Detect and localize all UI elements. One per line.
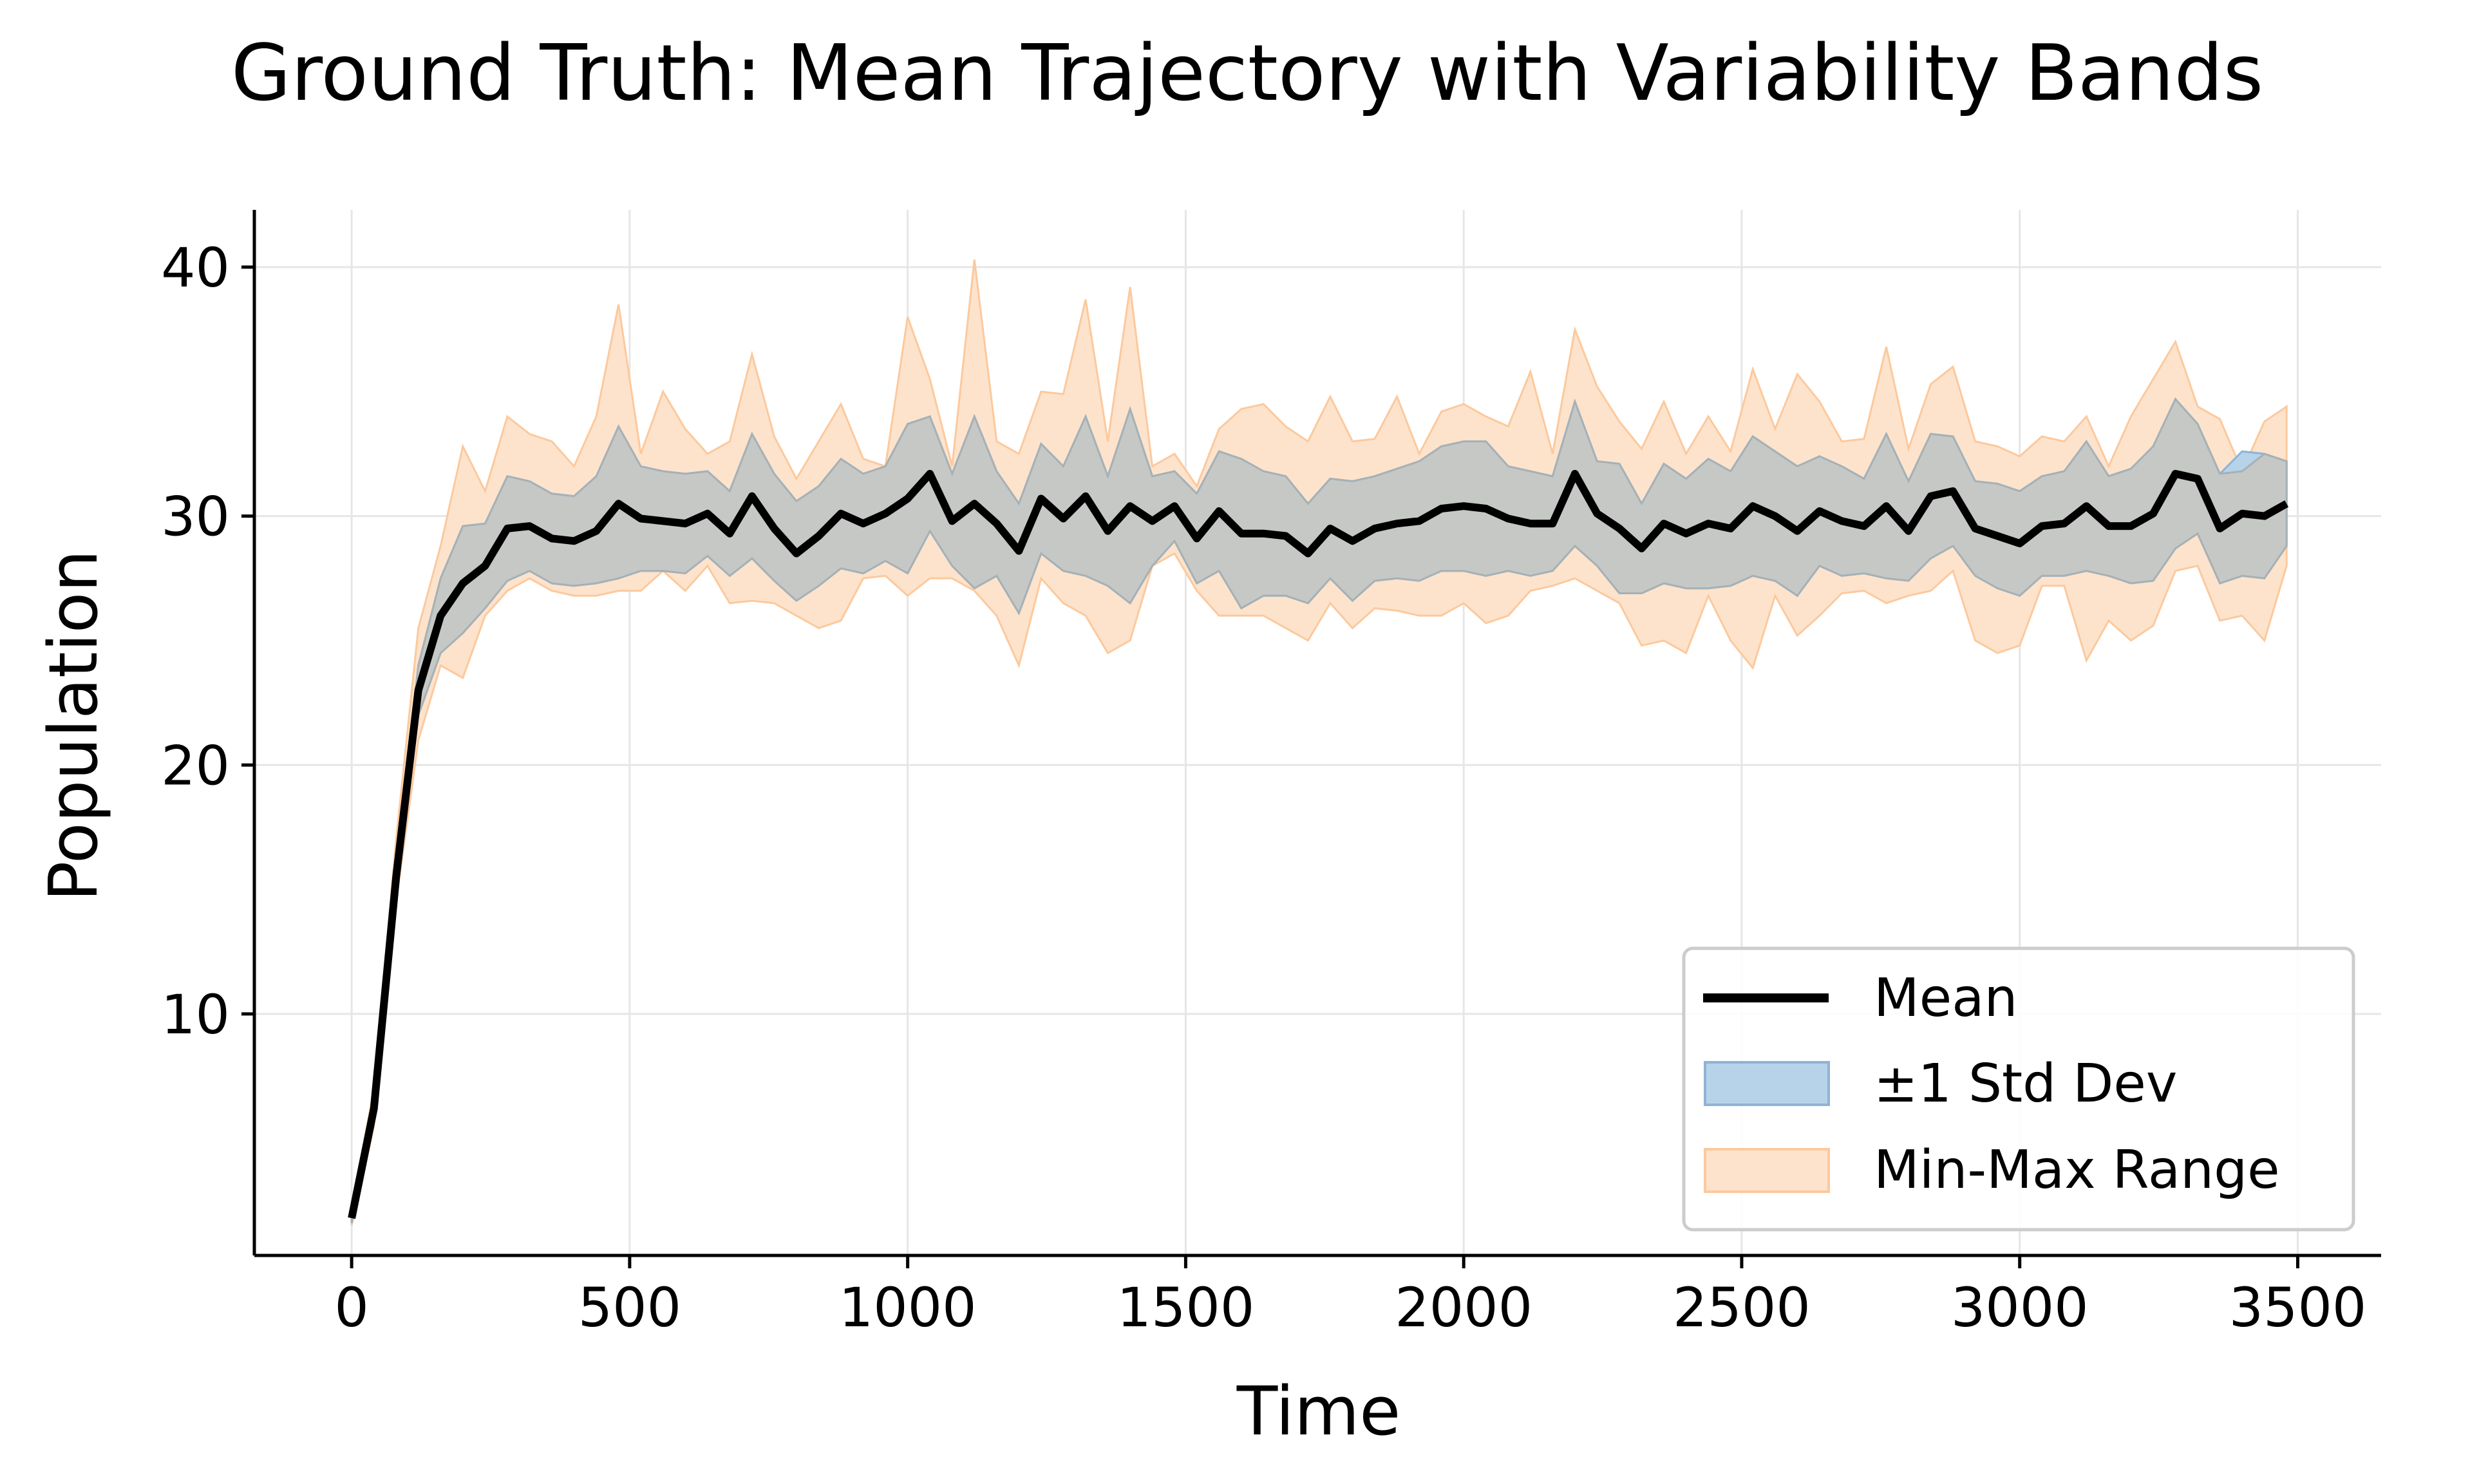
x-tick-label: 2500 — [1673, 1276, 1811, 1339]
legend: Mean ±1 Std Dev Min-Max Range — [1682, 946, 2355, 1232]
legend-label-std: ±1 Std Dev — [1874, 1053, 2177, 1114]
x-axis-label: Time — [1236, 1372, 1401, 1451]
y-tick-label: 40 — [161, 236, 230, 299]
x-tick-label: 3500 — [2229, 1276, 2367, 1339]
x-tick-label: 0 — [334, 1276, 368, 1339]
y-tick-label: 20 — [161, 734, 230, 797]
y-axis-ticks: 10 20 30 40 — [161, 236, 254, 1046]
legend-label-range: Min-Max Range — [1874, 1140, 2280, 1201]
x-tick-label: 1500 — [1117, 1276, 1255, 1339]
axes — [252, 210, 2381, 1257]
x-tick-label: 1000 — [839, 1276, 977, 1339]
legend-range-swatch — [1704, 1148, 1830, 1193]
legend-label-mean: Mean — [1874, 968, 2017, 1029]
x-tick-label: 500 — [578, 1276, 681, 1339]
y-axis-label: Population — [34, 550, 113, 901]
legend-frame — [1682, 946, 2355, 1232]
x-tick-label: 2000 — [1395, 1276, 1532, 1339]
legend-std-swatch — [1704, 1061, 1830, 1106]
x-axis-ticks: 0 500 1000 1500 2000 2500 3000 3500 — [334, 1255, 2366, 1339]
y-tick-label: 30 — [161, 485, 230, 549]
mean-series-line — [348, 469, 2289, 1219]
chart-title: Ground Truth: Mean Trajectory with Varia… — [231, 29, 2263, 118]
y-tick-label: 10 — [161, 983, 230, 1046]
band-overlap — [350, 397, 2288, 1224]
overlap-area — [350, 397, 2288, 1224]
x-tick-label: 3000 — [1951, 1276, 2089, 1339]
mean-line — [348, 469, 2289, 1219]
